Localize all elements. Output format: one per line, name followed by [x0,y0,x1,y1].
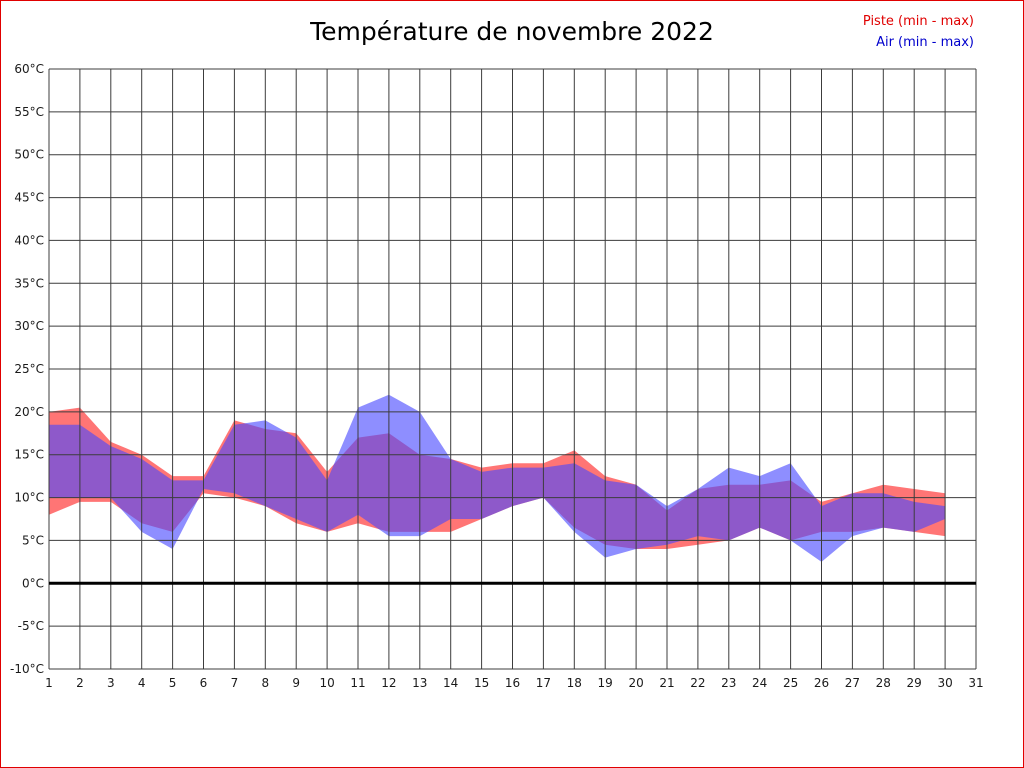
x-tick-label: 12 [381,676,396,690]
x-tick-label: 13 [412,676,427,690]
x-tick-label: 29 [907,676,922,690]
x-tick-label: 20 [628,676,643,690]
y-tick-label: 30°C [14,319,44,333]
y-tick-label: 10°C [14,491,44,505]
y-tick-label: 60°C [14,62,44,76]
y-tick-label: 35°C [14,276,44,290]
y-tick-label: 25°C [14,362,44,376]
x-tick-label: 19 [598,676,613,690]
x-tick-label: 8 [261,676,269,690]
x-tick-label: 22 [690,676,705,690]
grid [48,68,977,670]
temperature-bands [49,394,946,562]
x-tick-label: 14 [443,676,458,690]
y-tick-label: 0°C [22,576,44,590]
x-tick-label: 6 [200,676,208,690]
y-tick-label: 20°C [14,405,44,419]
x-tick-label: 30 [937,676,952,690]
x-tick-label: 24 [752,676,767,690]
x-tick-label: 9 [292,676,300,690]
x-tick-label: 25 [783,676,798,690]
x-tick-label: 2 [76,676,84,690]
x-tick-label: 4 [138,676,146,690]
air-band [49,394,946,562]
y-tick-label: 15°C [14,448,44,462]
x-tick-label: 28 [876,676,891,690]
chart-title: Température de novembre 2022 [310,17,714,46]
y-tick-label: -10°C [10,662,44,676]
y-axis-labels: 60°C 55°C 50°C 45°C 40°C 35°C 30°C 25°C 20°C 15°C… [10,62,44,676]
legend-item-air: Air (min - max) [876,35,974,51]
y-tick-label: -5°C [18,619,44,633]
x-tick-label: 21 [659,676,674,690]
x-tick-label: 15 [474,676,489,690]
x-tick-label: 31 [968,676,983,690]
x-tick-label: 27 [845,676,860,690]
y-tick-label: 50°C [14,148,44,162]
x-tick-label: 10 [319,676,334,690]
x-tick-label: 7 [231,676,239,690]
y-tick-label: 55°C [14,105,44,119]
x-axis-labels: 1 2 3 4 5 6 7 8 9 10 11 12 13 14 15 16 17 18 19 20 21 22 23 24 2… [45,676,983,690]
x-tick-label: 16 [505,676,520,690]
x-tick-label: 26 [814,676,829,690]
x-tick-label: 18 [567,676,582,690]
x-tick-label: 1 [45,676,53,690]
x-tick-label: 11 [350,676,365,690]
x-tick-label: 5 [169,676,177,690]
x-tick-label: 23 [721,676,736,690]
y-tick-label: 45°C [14,191,44,205]
chart-legend: Piste (min - max) Air (min - max) [863,11,974,54]
y-tick-label: 40°C [14,233,44,247]
x-tick-label: 3 [107,676,115,690]
y-tick-label: 5°C [22,533,44,547]
x-tick-label: 17 [536,676,551,690]
legend-item-piste: Piste (min - max) [862,14,974,29]
